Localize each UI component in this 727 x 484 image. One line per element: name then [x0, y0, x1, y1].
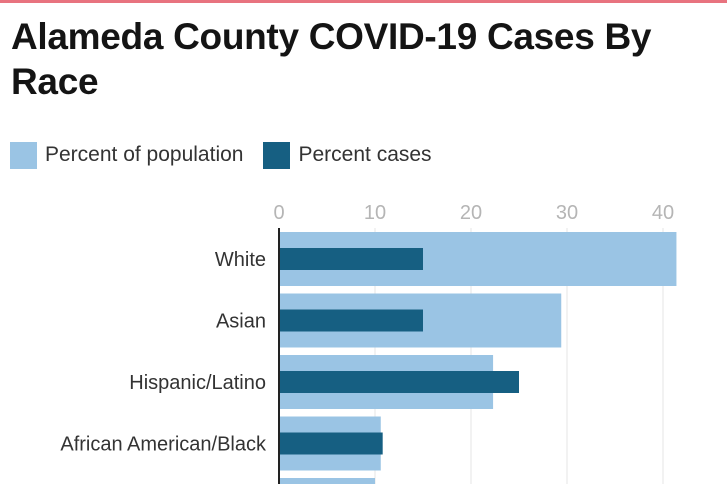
bars	[279, 232, 677, 484]
legend: Percent of population Percent cases	[10, 140, 452, 170]
bar-cases	[279, 248, 423, 270]
category-label: Hispanic/Latino	[129, 372, 266, 394]
bar-cases	[279, 309, 423, 332]
legend-item-population: Percent of population	[10, 141, 244, 169]
legend-label-cases: Percent cases	[298, 143, 432, 166]
category-label: White	[215, 249, 266, 271]
x-tick-label: 30	[556, 202, 578, 224]
x-tick-label: 10	[364, 202, 386, 224]
x-tick-label: 0	[273, 202, 284, 224]
top-accent-bar	[0, 0, 727, 3]
category-label: African American/Black	[60, 434, 267, 456]
x-tick-label: 20	[460, 202, 482, 224]
bar-population	[279, 478, 375, 484]
legend-swatch-population	[10, 141, 37, 169]
bar-cases	[279, 371, 519, 393]
category-label: Asian	[216, 311, 266, 333]
chart-title: Alameda County COVID-19 Cases By Race	[11, 16, 652, 102]
bar-cases	[279, 432, 383, 455]
legend-label-population: Percent of population	[45, 143, 244, 166]
x-tick-labels: 0 10 20 30 40	[273, 202, 674, 224]
legend-swatch-cases	[263, 141, 291, 169]
category-labels: White Asian Hispanic/Latino African America…	[60, 249, 267, 456]
x-tick-label: 40	[652, 202, 674, 224]
legend-item-cases: Percent cases	[263, 141, 432, 169]
